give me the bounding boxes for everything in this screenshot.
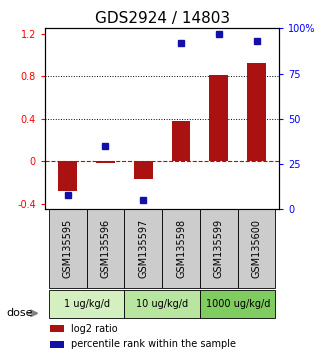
Text: GSM135597: GSM135597: [138, 219, 148, 278]
FancyBboxPatch shape: [49, 209, 87, 288]
FancyBboxPatch shape: [238, 209, 275, 288]
Text: GSM135600: GSM135600: [252, 219, 262, 278]
Bar: [50, 325, 64, 332]
Text: 1 ug/kg/d: 1 ug/kg/d: [64, 299, 109, 309]
FancyBboxPatch shape: [124, 290, 200, 318]
Bar: [134, 161, 153, 179]
Bar: [50, 341, 64, 348]
Text: 10 ug/kg/d: 10 ug/kg/d: [136, 299, 188, 309]
Bar: [171, 121, 190, 161]
Bar: [247, 63, 266, 161]
Text: GSM135596: GSM135596: [100, 219, 110, 278]
Text: percentile rank within the sample: percentile rank within the sample: [71, 339, 236, 349]
FancyBboxPatch shape: [124, 209, 162, 288]
Text: GSM135595: GSM135595: [63, 219, 73, 278]
Bar: [58, 161, 77, 191]
Text: 1000 ug/kg/d: 1000 ug/kg/d: [205, 299, 270, 309]
Bar: [209, 75, 228, 161]
FancyBboxPatch shape: [200, 290, 275, 318]
Text: GSM135598: GSM135598: [176, 219, 186, 278]
Text: dose: dose: [6, 308, 33, 318]
FancyBboxPatch shape: [162, 209, 200, 288]
FancyBboxPatch shape: [49, 290, 124, 318]
Bar: [96, 161, 115, 164]
Title: GDS2924 / 14803: GDS2924 / 14803: [95, 11, 230, 26]
FancyBboxPatch shape: [200, 209, 238, 288]
Text: log2 ratio: log2 ratio: [71, 324, 117, 334]
FancyBboxPatch shape: [87, 209, 124, 288]
Text: GSM135599: GSM135599: [214, 219, 224, 278]
